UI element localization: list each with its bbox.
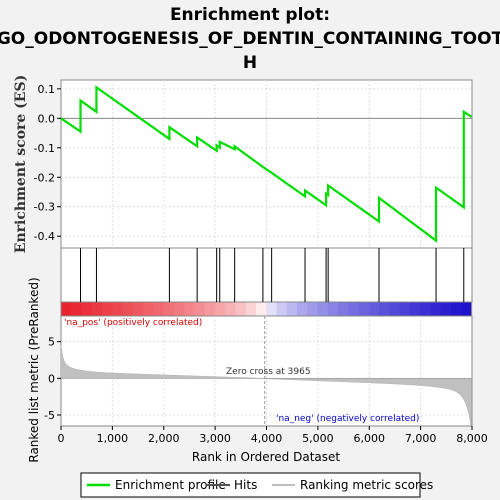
heat-bar xyxy=(60,301,473,317)
x-tick-label: 0 xyxy=(58,432,65,445)
zero-cross-annotation: Zero cross at 3965 xyxy=(226,367,311,377)
enrichment-profile-line xyxy=(60,85,473,243)
chart-title-line-3: H xyxy=(243,53,257,73)
x-ticks: 0 1,000 2,000 3,000 4,000 5,000 6,000 7,000 8,00… xyxy=(58,426,488,445)
x-tick-label: 2,000 xyxy=(148,432,180,445)
chart-title-line-2: GO_ODONTOGENESIS_OF_DENTIN_CONTAINING_TO… xyxy=(0,29,500,49)
metric-y-axis-label: Ranked list metric (PreRanked) xyxy=(27,277,41,462)
heat-bar-segment xyxy=(214,302,226,316)
es-y-tick-label: -0.1 xyxy=(34,142,55,155)
heat-bar-segment xyxy=(184,302,196,316)
heat-bar-segment xyxy=(255,302,267,316)
metric-y-tick-label: 5 xyxy=(48,336,55,349)
es-y-tick-label: 0.0 xyxy=(38,112,56,125)
heat-bar-segment xyxy=(163,302,175,316)
heat-bar-segment xyxy=(81,302,93,316)
heat-bar-segment xyxy=(297,302,308,316)
es-y-tick-label: -0.2 xyxy=(34,171,55,184)
heat-bar-segment xyxy=(143,302,154,316)
x-tick-label: 1,000 xyxy=(97,432,129,445)
x-tick-label: 5,000 xyxy=(302,432,334,445)
heat-bar-segment xyxy=(122,302,134,316)
x-tick-label: 4,000 xyxy=(251,432,283,445)
heat-bar-segment xyxy=(173,302,185,316)
heat-bar-segment xyxy=(440,302,452,316)
heat-bar-segment xyxy=(71,302,83,316)
heat-bar-segment xyxy=(307,302,319,316)
es-y-tick-label: -0.4 xyxy=(34,230,55,243)
legend-profile-label: Enrichment profile xyxy=(115,478,226,492)
heat-bar-segment xyxy=(420,302,432,316)
heat-bar-segment xyxy=(348,302,360,316)
legend-metric-label: Ranking metric scores xyxy=(300,478,433,492)
heat-bar-segment xyxy=(102,302,113,316)
heat-bar-segment xyxy=(245,302,257,316)
heat-bar-segment xyxy=(225,302,237,316)
heat-bar-segment xyxy=(358,302,370,316)
heat-bar-segment xyxy=(204,302,216,316)
x-axis-label: Rank in Ordered Dataset xyxy=(192,450,340,464)
legend: Enrichment profile Hits Ranking metric s… xyxy=(80,472,433,498)
hits-panel xyxy=(60,247,473,303)
heat-bar-segment xyxy=(91,302,103,316)
metric-y-tick-label: 0 xyxy=(48,372,55,385)
heat-bar-segment xyxy=(132,302,144,316)
heat-bar-segment xyxy=(194,302,206,316)
heat-bar-segment xyxy=(327,302,339,316)
heat-bar-segment xyxy=(286,302,298,316)
heat-bar-segment xyxy=(461,302,473,316)
heat-bar-segment xyxy=(153,302,165,316)
heat-bar-segment xyxy=(399,302,411,316)
es-y-axis-label: Enrichment score (ES) xyxy=(13,75,29,253)
heat-bar-segment xyxy=(368,302,380,316)
heat-bar-segment xyxy=(389,302,401,316)
chart-title-line-1: Enrichment plot: xyxy=(170,5,330,25)
pos-annotation: 'na_pos' (positively correlated) xyxy=(64,318,202,328)
heat-bar-segment xyxy=(450,302,462,316)
metric-panel xyxy=(60,315,473,427)
heat-bar-segment xyxy=(379,302,390,316)
x-tick-label: 3,000 xyxy=(199,432,231,445)
neg-annotation: 'na_neg' (negatively correlated) xyxy=(276,414,419,424)
heat-bar-segment xyxy=(112,302,124,316)
heat-bar-segment xyxy=(235,302,247,316)
legend-hits-label: Hits xyxy=(234,478,257,492)
metric-y-ticks: 5 0 -5 xyxy=(44,336,61,422)
heat-bar-segment xyxy=(317,302,329,316)
x-tick-label: 6,000 xyxy=(354,432,386,445)
heat-bar-segment xyxy=(430,302,442,316)
heat-bar-segment xyxy=(409,302,421,316)
ranking-metric-area xyxy=(60,344,472,426)
heat-bar-segment xyxy=(266,302,278,316)
metric-y-tick-label: -5 xyxy=(44,409,55,422)
es-y-ticks: 0.1 0.0 -0.1 -0.2 -0.3 -0.4 xyxy=(34,83,61,243)
x-tick-label: 8,000 xyxy=(456,432,488,445)
es-y-tick-label: 0.1 xyxy=(38,83,56,96)
es-y-tick-label: -0.3 xyxy=(34,201,55,214)
x-tick-label: 7,000 xyxy=(405,432,437,445)
heat-bar-segment xyxy=(338,302,349,316)
legend-box xyxy=(80,472,421,498)
heat-bar-segment xyxy=(61,302,72,316)
hits-group xyxy=(80,248,465,302)
heat-bar-segment xyxy=(276,302,288,316)
